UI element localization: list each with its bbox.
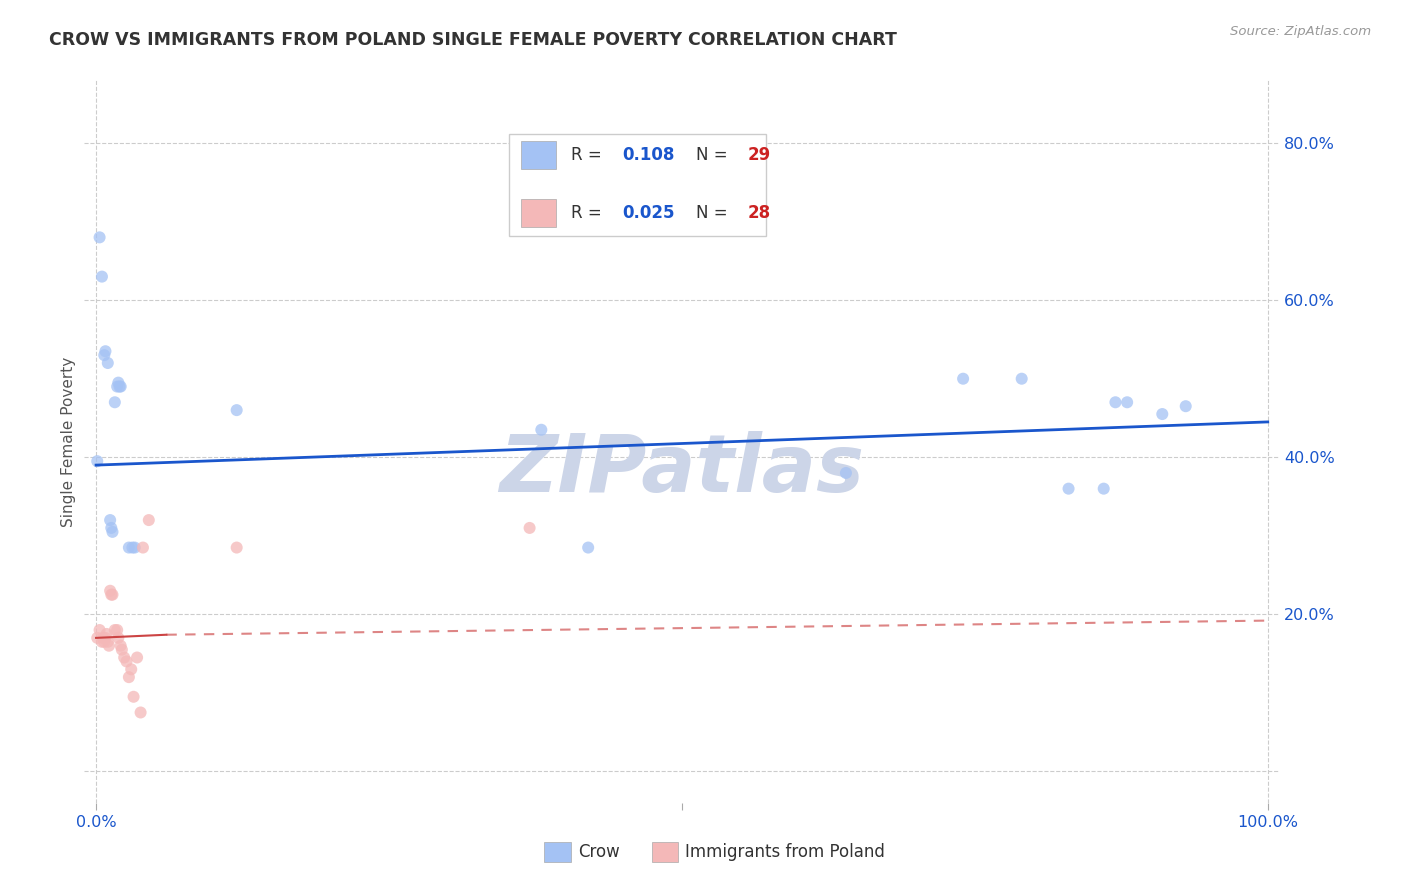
Point	[94, 344, 117, 359]
Point	[105, 623, 128, 637]
Point	[111, 642, 134, 657]
Point	[225, 541, 247, 555]
Point	[120, 662, 142, 676]
Text: Crow: Crow	[578, 843, 620, 861]
Point	[98, 639, 120, 653]
Text: Source: ZipAtlas.com: Source: ZipAtlas.com	[1230, 25, 1371, 38]
Point	[138, 513, 160, 527]
Point	[90, 269, 114, 284]
Point	[124, 541, 146, 555]
Point	[110, 379, 132, 393]
Text: 28: 28	[748, 204, 770, 222]
Point	[97, 635, 120, 649]
Point	[129, 706, 152, 720]
Text: 29: 29	[748, 146, 770, 164]
Point	[576, 541, 599, 555]
Point	[98, 583, 121, 598]
Point	[94, 631, 117, 645]
Point	[100, 521, 122, 535]
Point	[1152, 407, 1174, 421]
Text: Immigrants from Poland: Immigrants from Poland	[686, 843, 886, 861]
Point	[121, 541, 143, 555]
FancyBboxPatch shape	[520, 199, 557, 227]
Point	[1116, 395, 1139, 409]
Point	[93, 348, 115, 362]
Point	[225, 403, 247, 417]
Text: R =: R =	[571, 146, 607, 164]
FancyBboxPatch shape	[544, 842, 571, 862]
Point	[530, 423, 553, 437]
Point	[89, 623, 111, 637]
Point	[835, 466, 858, 480]
Point	[1092, 482, 1115, 496]
Point	[107, 631, 129, 645]
Point	[101, 588, 124, 602]
FancyBboxPatch shape	[509, 135, 766, 235]
Point	[519, 521, 541, 535]
Text: CROW VS IMMIGRANTS FROM POLAND SINGLE FEMALE POVERTY CORRELATION CHART: CROW VS IMMIGRANTS FROM POLAND SINGLE FE…	[49, 31, 897, 49]
Text: R =: R =	[571, 204, 607, 222]
Point	[1057, 482, 1080, 496]
Point	[100, 588, 122, 602]
Point	[952, 372, 974, 386]
Point	[118, 541, 141, 555]
Point	[104, 395, 127, 409]
Point	[101, 524, 124, 539]
Text: 0.025: 0.025	[623, 204, 675, 222]
Point	[127, 650, 149, 665]
Point	[89, 230, 111, 244]
Point	[91, 631, 114, 645]
Point	[1011, 372, 1033, 386]
Point	[1104, 395, 1126, 409]
Y-axis label: Single Female Poverty: Single Female Poverty	[60, 357, 76, 526]
FancyBboxPatch shape	[652, 842, 678, 862]
Point	[105, 379, 128, 393]
Point	[107, 376, 129, 390]
Point	[132, 541, 155, 555]
FancyBboxPatch shape	[520, 141, 557, 169]
Point	[98, 513, 121, 527]
Point	[86, 631, 108, 645]
Point	[118, 670, 141, 684]
Point	[90, 635, 114, 649]
Point	[96, 627, 118, 641]
Point	[115, 655, 138, 669]
Point	[104, 623, 127, 637]
Point	[86, 454, 108, 468]
Text: N =: N =	[696, 146, 733, 164]
Point	[110, 639, 132, 653]
Point	[108, 379, 131, 393]
Point	[122, 690, 145, 704]
Text: N =: N =	[696, 204, 733, 222]
Text: 0.108: 0.108	[623, 146, 675, 164]
Text: ZIPatlas: ZIPatlas	[499, 432, 865, 509]
Point	[93, 635, 115, 649]
Point	[97, 356, 120, 370]
Point	[1174, 399, 1197, 413]
Point	[112, 650, 135, 665]
